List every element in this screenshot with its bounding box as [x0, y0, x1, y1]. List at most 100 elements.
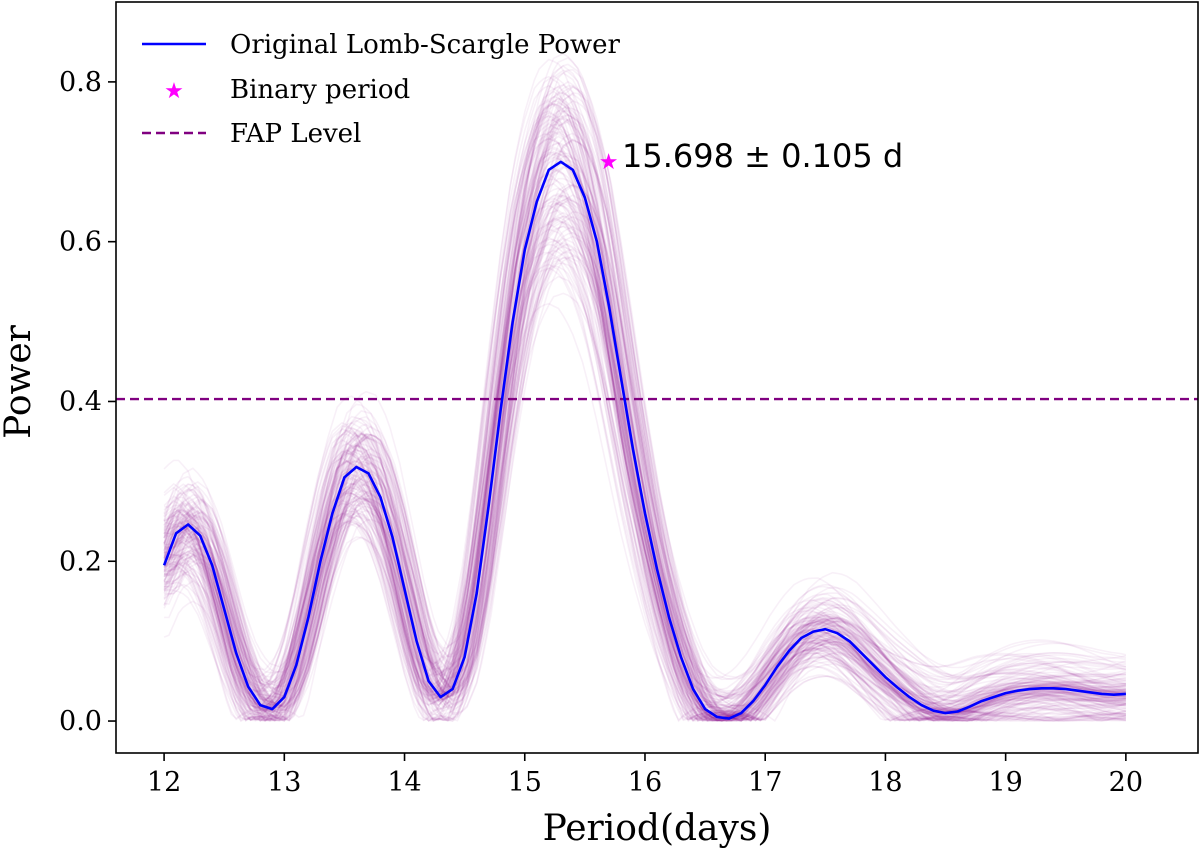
bootstrap-curve — [163, 114, 1126, 717]
bootstrap-curve — [163, 193, 1126, 711]
bootstrap-curve — [164, 152, 1126, 719]
bootstrap-curve — [163, 228, 1127, 706]
bootstrap-curve — [164, 198, 1126, 722]
bootstrap-curve — [163, 200, 1126, 722]
bootstrap-curve — [164, 183, 1126, 717]
x-tick-label: 20 — [1109, 767, 1143, 798]
bootstrap-curve — [163, 165, 1126, 715]
bootstrap-curve — [163, 241, 1127, 722]
bootstrap-curve — [163, 117, 1126, 709]
legend: Original Lomb-Scargle Power ★ Binary per… — [142, 30, 620, 149]
bootstrap-curve — [164, 211, 1126, 722]
bootstrap-curve — [163, 133, 1126, 719]
plot-frame — [115, 1, 1199, 754]
bootstrap-curve — [163, 126, 1126, 722]
bootstrap-curve — [163, 91, 1126, 701]
bootstrap-curve — [164, 93, 1126, 722]
bootstrap-curve — [163, 120, 1126, 716]
bootstrap-curve — [164, 139, 1126, 714]
x-tick-label: 19 — [988, 767, 1022, 798]
bootstrap-curve — [163, 100, 1126, 722]
x-tick-label: 13 — [267, 767, 301, 798]
bootstrap-curve — [163, 215, 1126, 722]
bootstrap-curve — [163, 220, 1126, 722]
x-tick-label: 16 — [628, 767, 662, 798]
bootstrap-curve — [163, 74, 1126, 717]
peak-annotation: 15.698 ± 0.105 d — [622, 137, 903, 175]
bootstrap-curve — [163, 264, 1126, 722]
bootstrap-curve — [163, 146, 1126, 716]
bootstrap-curve — [164, 225, 1126, 721]
bootstrap-curve — [164, 80, 1127, 722]
bootstrap-curve — [163, 137, 1126, 722]
bootstrap-curve — [163, 112, 1127, 722]
bootstrap-curve — [163, 194, 1127, 722]
bootstrap-curve — [164, 257, 1126, 722]
y-axis: 0.0 0.2 0.4 0.6 0.8 — [59, 67, 116, 737]
x-tick-label: 15 — [508, 767, 542, 798]
bootstrap-curve — [164, 110, 1127, 723]
bootstrap-curve — [163, 245, 1126, 722]
bootstrap-curve — [163, 138, 1127, 706]
bootstrap-curve — [163, 84, 1126, 722]
x-tick-label: 17 — [748, 767, 782, 798]
bootstrap-curve — [163, 251, 1126, 722]
y-tick-label: 0.2 — [59, 546, 102, 577]
bootstrap-curve — [163, 238, 1126, 713]
x-axis-title: Period(days) — [543, 808, 772, 849]
bootstrap-curve — [163, 167, 1126, 722]
bootstrap-curve — [163, 91, 1127, 717]
bootstrap-curve — [163, 103, 1127, 710]
main-layer — [162, 160, 1126, 720]
bootstrap-curve — [163, 115, 1127, 706]
bootstrap-curve — [163, 164, 1127, 720]
bootstrap-curve — [163, 256, 1126, 722]
x-axis: 12 13 14 15 16 17 18 19 20 — [147, 753, 1143, 798]
bootstrap-curve — [163, 215, 1126, 714]
bootstrap-curve — [163, 217, 1126, 714]
bootstrap-curve — [163, 209, 1126, 722]
bootstrap-curve — [163, 110, 1127, 722]
bootstrap-curve — [163, 63, 1127, 710]
bootstrap-curve — [163, 157, 1126, 718]
bootstrap-curve — [163, 201, 1126, 722]
bootstrap-curve — [163, 156, 1126, 722]
bootstrap-curve — [163, 219, 1126, 722]
bootstrap-curve — [163, 182, 1127, 720]
bootstrap-curve — [163, 151, 1127, 715]
bootstrap-curve — [164, 254, 1126, 722]
bootstrap-curve — [163, 106, 1126, 723]
x-tick-label: 18 — [868, 767, 902, 798]
bootstrap-curve — [164, 86, 1126, 722]
legend-label-original: Original Lomb-Scargle Power — [230, 30, 620, 60]
bootstrap-curve — [163, 131, 1127, 701]
bootstrap-curve — [163, 141, 1127, 698]
bootstrap-curve — [164, 197, 1126, 718]
bootstrap-curve — [163, 101, 1127, 706]
bootstrap-curve — [163, 106, 1127, 714]
x-tick-label: 14 — [387, 767, 421, 798]
bootstrap-curve — [163, 166, 1127, 722]
bootstrap-curve — [163, 99, 1126, 723]
bootstrap-curve — [163, 302, 1127, 722]
original-power-line — [162, 160, 1126, 720]
bootstrap-curve — [163, 72, 1127, 712]
bootstrap-curve — [163, 84, 1127, 719]
bootstrap-curve — [163, 90, 1127, 722]
bootstrap-curve — [163, 178, 1126, 714]
legend-label-binary: Binary period — [230, 75, 410, 105]
bootstrap-band — [163, 52, 1127, 723]
bootstrap-curve — [164, 235, 1126, 722]
y-tick-label: 0.6 — [59, 227, 102, 258]
bootstrap-curve — [164, 231, 1126, 722]
bootstrap-curve — [163, 159, 1126, 722]
bootstrap-curve — [164, 92, 1126, 720]
binary-period-marker: ★ — [599, 150, 619, 175]
legend-label-fap: FAP Level — [230, 119, 361, 149]
bootstrap-curve — [163, 168, 1126, 722]
bootstrap-curve — [163, 202, 1127, 704]
bootstrap-curve — [163, 292, 1127, 722]
marker-layer: ★ — [599, 150, 619, 175]
bootstrap-curve — [164, 132, 1126, 722]
